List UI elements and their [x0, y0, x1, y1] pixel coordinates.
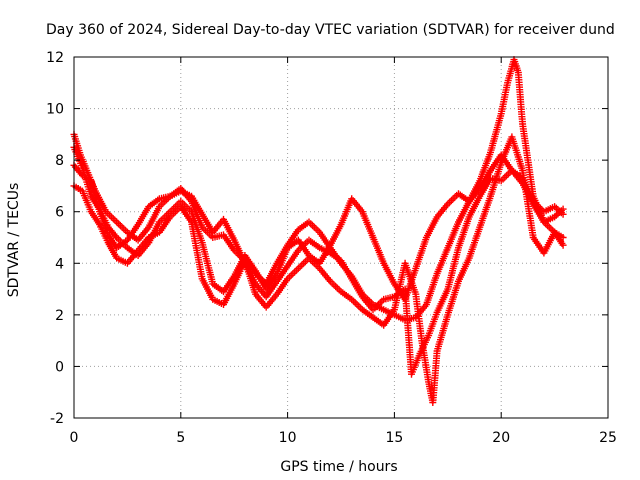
series-trace: [71, 58, 565, 301]
y-tick-label: -2: [50, 411, 64, 427]
y-tick-label: 4: [55, 256, 64, 272]
x-tick-label: 20: [492, 430, 510, 446]
x-tick-label: 15: [385, 430, 403, 446]
grid-layer: [74, 57, 608, 418]
y-tick-label: 10: [46, 102, 64, 118]
chart-title: Day 360 of 2024, Sidereal Day-to-day VTE…: [46, 22, 615, 38]
x-tick-label: 25: [599, 430, 617, 446]
y-tick-label: 8: [55, 153, 64, 169]
x-tick-label: 5: [176, 430, 185, 446]
series-trace: [71, 163, 565, 376]
series-track-3: [70, 133, 567, 406]
x-tick-label: 0: [70, 430, 79, 446]
y-tick-label: 2: [55, 308, 64, 324]
series-layer: [70, 56, 567, 406]
y-axis-title: SDTVAR / TECUs: [6, 183, 22, 298]
x-axis-title: GPS time / hours: [280, 459, 397, 475]
series-trace: [72, 135, 566, 404]
series-track-4: [70, 161, 567, 378]
tick-layer: 0 5 10 15 20 25 -2 0 2 4 6 8 10 12: [46, 50, 617, 446]
plot-frame: [73, 56, 609, 419]
x-tick-label: 10: [279, 430, 297, 446]
y-tick-label: 6: [55, 205, 64, 221]
y-tick-label: 0: [55, 359, 64, 375]
y-tick-label: 12: [46, 50, 64, 66]
